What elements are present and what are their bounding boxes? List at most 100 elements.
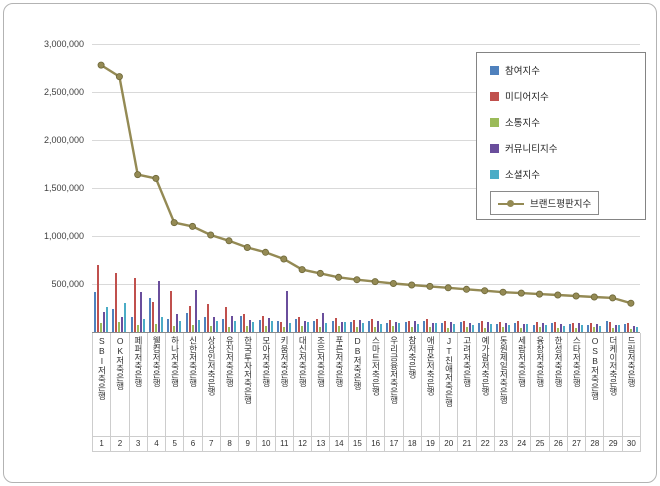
bar-커뮤니티지수 bbox=[139, 291, 142, 332]
x-rank-cell: 30 bbox=[623, 437, 641, 451]
x-category-label: 우리금융저축은행 bbox=[389, 336, 400, 404]
x-category-cell: 예가람저축은행 bbox=[477, 333, 495, 436]
bar-소셜지수 bbox=[325, 323, 328, 332]
legend-item: 미디어지수 bbox=[490, 89, 549, 103]
x-axis-line bbox=[92, 332, 640, 333]
bar-소통지수 bbox=[228, 327, 230, 332]
bar-소통지수 bbox=[520, 328, 523, 332]
bar-참여지수 bbox=[112, 309, 115, 332]
bar-참여지수 bbox=[313, 320, 316, 332]
line-marker bbox=[481, 287, 489, 295]
x-rank-label: 27 bbox=[572, 439, 581, 448]
bar-커뮤니티지수 bbox=[505, 323, 507, 332]
x-rank-cell: 25 bbox=[531, 437, 550, 451]
bar-참여지수 bbox=[514, 322, 517, 332]
x-category-cell: 한성저축은행 bbox=[550, 333, 568, 436]
line-marker bbox=[115, 73, 123, 81]
x-rank-label: 15 bbox=[352, 439, 362, 448]
x-rank-label: 11 bbox=[280, 439, 289, 448]
bar-소통지수 bbox=[301, 326, 304, 332]
x-rank-cell: 19 bbox=[422, 437, 441, 451]
line-marker bbox=[590, 293, 598, 301]
bar-소통지수 bbox=[392, 326, 395, 332]
line-marker bbox=[261, 248, 269, 256]
line-marker bbox=[572, 292, 580, 300]
bar-미디어지수 bbox=[371, 318, 374, 332]
bar-참여지수 bbox=[605, 321, 608, 332]
bar-소셜지수 bbox=[307, 322, 310, 332]
x-rank-label: 26 bbox=[553, 439, 563, 448]
bar-참여지수 bbox=[532, 324, 535, 332]
line-marker bbox=[353, 276, 361, 284]
bar-커뮤니티지수 bbox=[377, 321, 380, 332]
x-category-label: 애큐온저축은행 bbox=[425, 336, 436, 396]
legend-label: 브랜드평판지수 bbox=[530, 199, 592, 210]
bar-소셜지수 bbox=[380, 324, 383, 332]
gridline bbox=[92, 92, 640, 93]
bar-커뮤니티지수 bbox=[559, 324, 562, 332]
line-marker bbox=[152, 174, 160, 182]
x-rank-label: 20 bbox=[444, 439, 454, 448]
bar-참여지수 bbox=[167, 318, 170, 332]
x-category-cell: 조은저축은행 bbox=[312, 333, 331, 436]
x-category-cell: 유진저축은행 bbox=[221, 333, 240, 436]
bar-소셜지수 bbox=[398, 323, 401, 332]
line-marker bbox=[225, 237, 233, 245]
bar-소통지수 bbox=[282, 327, 285, 332]
x-rank-label: 12 bbox=[298, 439, 307, 448]
bar-미디어지수 bbox=[151, 302, 154, 332]
bar-소통지수 bbox=[154, 324, 157, 332]
bar-소셜지수 bbox=[453, 324, 456, 332]
x-category-cell: 드림저축은행 bbox=[623, 333, 641, 436]
bar-참여지수 bbox=[276, 321, 279, 332]
bar-커뮤니티지수 bbox=[523, 324, 526, 332]
legend-label: 참여지수 bbox=[505, 66, 540, 77]
x-rank-cell: 26 bbox=[550, 437, 568, 451]
bar-참여지수 bbox=[422, 321, 425, 332]
bar-참여지수 bbox=[331, 321, 334, 332]
line-marker bbox=[280, 255, 288, 263]
line-marker bbox=[408, 281, 416, 289]
x-category-label: 융창저축은행 bbox=[535, 336, 546, 387]
gridline bbox=[92, 236, 640, 237]
x-category-cell: OK저축은행 bbox=[111, 333, 130, 436]
x-category-cell: 웰컴저축은행 bbox=[148, 333, 167, 436]
bar-소셜지수 bbox=[489, 324, 492, 332]
bar-커뮤니티지수 bbox=[468, 323, 471, 332]
x-category-label: 한국투자저축은행 bbox=[242, 336, 253, 404]
x-rank-label: 21 bbox=[462, 439, 472, 448]
bar-소셜지수 bbox=[599, 326, 602, 332]
x-category-cell: 스마트저축은행 bbox=[367, 333, 386, 436]
y-tick-label: 1,000,000 bbox=[43, 231, 84, 241]
y-tick-label: 500,000 bbox=[51, 279, 84, 289]
bar-소셜지수 bbox=[252, 322, 255, 332]
bar-커뮤니티지수 bbox=[358, 319, 361, 332]
legend-item: 커뮤니티지수 bbox=[490, 141, 557, 155]
bar-미디어지수 bbox=[572, 322, 575, 332]
x-category-cell: 푸른저축은행 bbox=[331, 333, 349, 436]
x-category-cell: 동원제일저축은행 bbox=[495, 333, 514, 436]
bar-참여지수 bbox=[349, 322, 352, 332]
bar-참여지수 bbox=[441, 323, 444, 332]
bar-미디어지수 bbox=[608, 322, 611, 332]
x-rank-label: 5 bbox=[172, 439, 177, 448]
x-category-cell: 애큐온저축은행 bbox=[422, 333, 441, 436]
legend-label: 미디어지수 bbox=[505, 92, 549, 103]
bar-커뮤니티지수 bbox=[231, 315, 233, 332]
bar-커뮤니티지수 bbox=[395, 322, 398, 332]
legend-item: 소셜지수 bbox=[490, 167, 540, 181]
bar-미디어지수 bbox=[389, 319, 392, 332]
bar-커뮤니티지수 bbox=[103, 311, 106, 332]
bar-소셜지수 bbox=[562, 326, 565, 332]
bar-참여지수 bbox=[258, 319, 261, 332]
bar-참여지수 bbox=[623, 324, 626, 332]
legend: 참여지수 미디어지수 소통지수 커뮤니티지수 소셜지수 브랜드평판지수 bbox=[476, 52, 646, 220]
x-rank-cell: 6 bbox=[184, 437, 203, 451]
legend-swatch bbox=[490, 91, 499, 101]
bar-커뮤니티지수 bbox=[322, 312, 325, 332]
bar-소통지수 bbox=[355, 327, 358, 332]
x-rank-label: 13 bbox=[316, 439, 326, 448]
bar-커뮤니티지수 bbox=[121, 316, 124, 332]
line-marker bbox=[462, 285, 470, 293]
x-rank-cell: 8 bbox=[221, 437, 240, 451]
